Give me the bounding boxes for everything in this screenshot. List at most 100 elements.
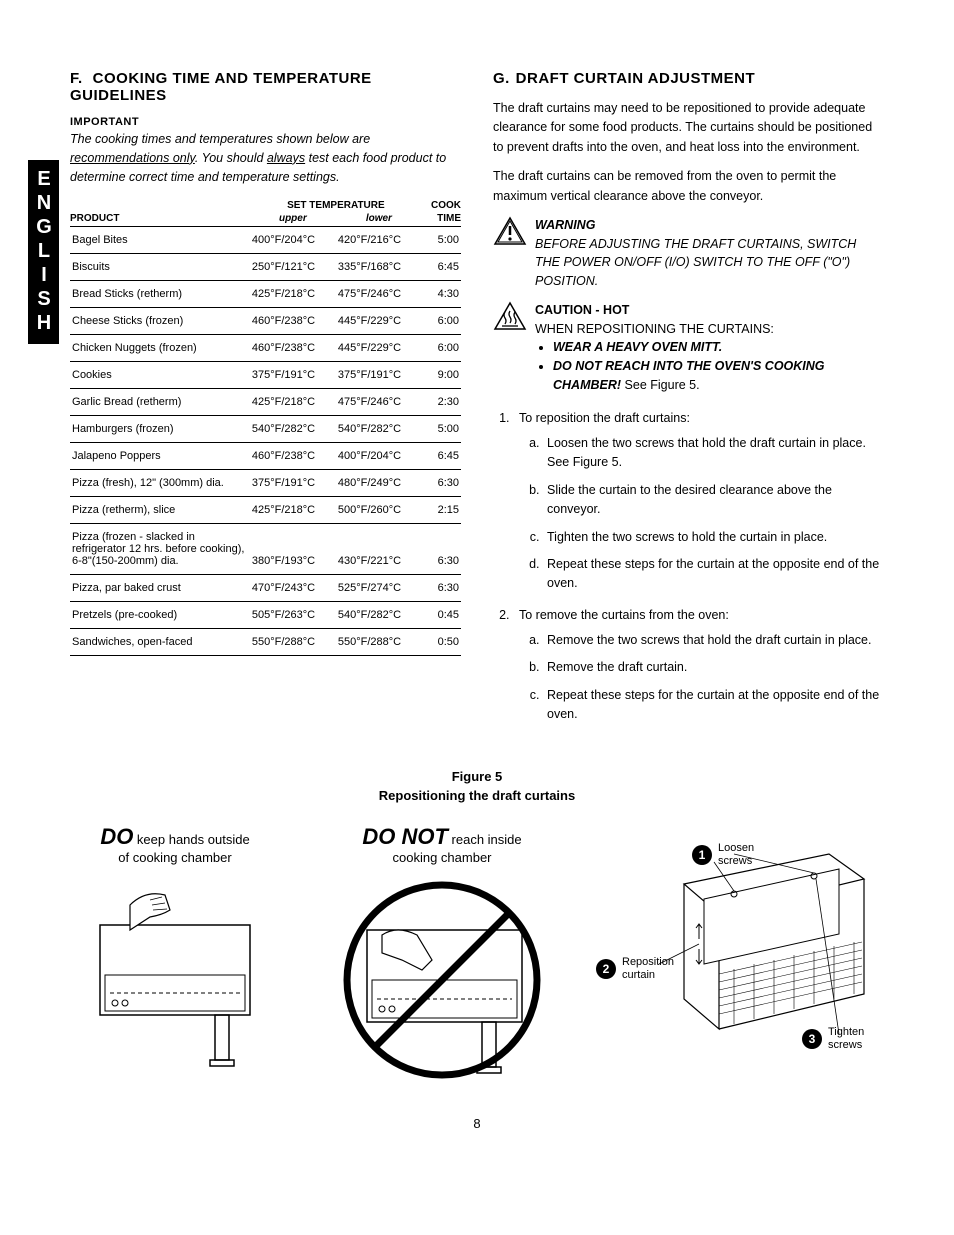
warning-text: BEFORE ADJUSTING THE DRAFT CURTAINS, SWI… bbox=[535, 235, 884, 291]
step-label-3: 3 Tightenscrews bbox=[802, 1026, 864, 1052]
cell-product: Jalapeno Poppers bbox=[70, 443, 250, 470]
section-g-heading: G. DRAFT CURTAIN ADJUSTMENT bbox=[493, 70, 884, 87]
table-row: Garlic Bread (retherm)425°F/218°C475°F/2… bbox=[70, 389, 461, 416]
cell-upper: 380°F/193°C bbox=[250, 524, 336, 575]
cell-lower: 550°F/288°C bbox=[336, 629, 422, 656]
lower-header: lower bbox=[336, 213, 422, 227]
cell-product: Sandwiches, open-faced bbox=[70, 629, 250, 656]
table-row: Pizza (retherm), slice425°F/218°C500°F/2… bbox=[70, 497, 461, 524]
section-g-title: DRAFT CURTAIN ADJUSTMENT bbox=[516, 70, 755, 87]
hot-icon bbox=[493, 301, 527, 395]
step-num-1-icon: 1 bbox=[692, 845, 712, 865]
right-column: G. DRAFT CURTAIN ADJUSTMENT The draft cu… bbox=[493, 70, 884, 737]
caution-bullet-2: DO NOT REACH INTO THE OVEN'S COOKING CHA… bbox=[553, 357, 884, 395]
cell-product: Pretzels (pre-cooked) bbox=[70, 602, 250, 629]
section-f-letter: F. bbox=[70, 70, 88, 87]
cell-upper: 550°F/288°C bbox=[250, 629, 336, 656]
cell-time: 6:30 bbox=[422, 575, 461, 602]
cell-upper: 250°F/121°C bbox=[250, 254, 336, 281]
step-label-1: 1 Loosenscrews bbox=[692, 842, 754, 868]
figure-steps: 1 Loosenscrews 2 Repositioncurtain 3 Tig… bbox=[604, 824, 884, 1084]
cook-header: COOK bbox=[422, 200, 461, 213]
cell-time: 4:30 bbox=[422, 281, 461, 308]
settemp-header: SET TEMPERATURE bbox=[250, 200, 422, 213]
upper-header: upper bbox=[250, 213, 336, 227]
table-row: Sandwiches, open-faced550°F/288°C550°F/2… bbox=[70, 629, 461, 656]
section-g-p1: The draft curtains may need to be reposi… bbox=[493, 99, 884, 157]
table-row: Pizza, par baked crust470°F/243°C525°F/2… bbox=[70, 575, 461, 602]
cooking-table: SET TEMPERATURE COOK PRODUCT upper lower… bbox=[70, 200, 461, 656]
cell-product: Bread Sticks (retherm) bbox=[70, 281, 250, 308]
section-f-heading: F. COOKING TIME AND TEMPERATURE GUIDELIN… bbox=[70, 70, 461, 104]
table-row: Bread Sticks (retherm)425°F/218°C475°F/2… bbox=[70, 281, 461, 308]
cell-upper: 460°F/238°C bbox=[250, 308, 336, 335]
cell-upper: 400°F/204°C bbox=[250, 227, 336, 254]
cell-product: Chicken Nuggets (frozen) bbox=[70, 335, 250, 362]
cell-lower: 540°F/282°C bbox=[336, 602, 422, 629]
table-row: Pizza (frozen - slacked in refrigerator … bbox=[70, 524, 461, 575]
donot-illustration bbox=[327, 875, 557, 1085]
cell-time: 2:30 bbox=[422, 389, 461, 416]
step-2-text: To remove the curtains from the oven: bbox=[519, 608, 729, 622]
cell-time: 6:30 bbox=[422, 470, 461, 497]
cell-lower: 445°F/229°C bbox=[336, 308, 422, 335]
table-row: Cookies375°F/191°C375°F/191°C9:00 bbox=[70, 362, 461, 389]
step-2: To remove the curtains from the oven: Re… bbox=[513, 606, 884, 725]
section-g-p2: The draft curtains can be removed from t… bbox=[493, 167, 884, 206]
cell-time: 0:45 bbox=[422, 602, 461, 629]
step-label-3-text: Tightenscrews bbox=[828, 1026, 864, 1052]
cell-lower: 375°F/191°C bbox=[336, 362, 422, 389]
section-g-letter: G. bbox=[493, 70, 511, 87]
cell-upper: 425°F/218°C bbox=[250, 389, 336, 416]
list-item: Tighten the two screws to hold the curta… bbox=[543, 528, 884, 547]
caution-bullet-1: WEAR A HEAVY OVEN MITT. bbox=[553, 338, 884, 357]
cell-product: Bagel Bites bbox=[70, 227, 250, 254]
cell-lower: 480°F/249°C bbox=[336, 470, 422, 497]
list-item: Slide the curtain to the desired clearan… bbox=[543, 481, 884, 520]
cell-product: Pizza (frozen - slacked in refrigerator … bbox=[70, 524, 250, 575]
page-number: 8 bbox=[70, 1116, 884, 1131]
figure-5-row: DO keep hands outside of cooking chamber bbox=[70, 824, 884, 1088]
cell-product: Biscuits bbox=[70, 254, 250, 281]
caution-line: WHEN REPOSITIONING THE CURTAINS: bbox=[535, 320, 884, 339]
list-item: Repeat these steps for the curtain at th… bbox=[543, 686, 884, 725]
donot-big: DO NOT bbox=[362, 824, 448, 849]
cell-lower: 500°F/260°C bbox=[336, 497, 422, 524]
list-item: Repeat these steps for the curtain at th… bbox=[543, 555, 884, 594]
do-rest: keep hands outside bbox=[133, 832, 249, 847]
do-line2: of cooking chamber bbox=[70, 850, 280, 865]
caution-block: CAUTION - HOT WHEN REPOSITIONING THE CUR… bbox=[493, 301, 884, 395]
step-num-3-icon: 3 bbox=[802, 1029, 822, 1049]
cell-lower: 335°F/168°C bbox=[336, 254, 422, 281]
cell-time: 5:00 bbox=[422, 416, 461, 443]
step-1-text: To reposition the draft curtains: bbox=[519, 411, 690, 425]
cell-time: 6:00 bbox=[422, 335, 461, 362]
cell-upper: 470°F/243°C bbox=[250, 575, 336, 602]
cell-upper: 460°F/238°C bbox=[250, 335, 336, 362]
left-column: F. COOKING TIME AND TEMPERATURE GUIDELIN… bbox=[70, 70, 461, 737]
cell-lower: 540°F/282°C bbox=[336, 416, 422, 443]
donot-line2: cooking chamber bbox=[327, 850, 557, 865]
caution-title: CAUTION - HOT bbox=[535, 301, 884, 320]
section-f-title: COOKING TIME AND TEMPERATURE GUIDELINES bbox=[70, 70, 372, 104]
product-header: PRODUCT bbox=[70, 213, 250, 227]
cell-upper: 375°F/191°C bbox=[250, 470, 336, 497]
list-item: Remove the draft curtain. bbox=[543, 658, 884, 677]
cell-upper: 425°F/218°C bbox=[250, 497, 336, 524]
warning-icon bbox=[493, 216, 527, 291]
cell-product: Pizza (retherm), slice bbox=[70, 497, 250, 524]
cell-lower: 525°F/274°C bbox=[336, 575, 422, 602]
important-label: IMPORTANT bbox=[70, 116, 461, 128]
table-row: Biscuits250°F/121°C335°F/168°C6:45 bbox=[70, 254, 461, 281]
table-row: Cheese Sticks (frozen)460°F/238°C445°F/2… bbox=[70, 308, 461, 335]
cell-product: Hamburgers (frozen) bbox=[70, 416, 250, 443]
cell-time: 2:15 bbox=[422, 497, 461, 524]
cell-time: 6:00 bbox=[422, 308, 461, 335]
cell-product: Pizza (fresh), 12" (300mm) dia. bbox=[70, 470, 250, 497]
cell-upper: 460°F/238°C bbox=[250, 443, 336, 470]
table-row: Chicken Nuggets (frozen)460°F/238°C445°F… bbox=[70, 335, 461, 362]
figure-5-caption: Figure 5 Repositioning the draft curtain… bbox=[70, 767, 884, 806]
cell-lower: 445°F/229°C bbox=[336, 335, 422, 362]
cell-upper: 425°F/218°C bbox=[250, 281, 336, 308]
list-item: Remove the two screws that hold the draf… bbox=[543, 631, 884, 650]
